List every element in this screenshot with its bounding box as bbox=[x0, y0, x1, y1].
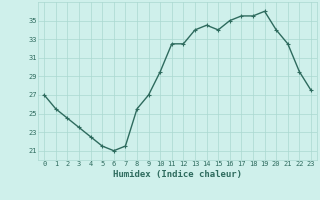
X-axis label: Humidex (Indice chaleur): Humidex (Indice chaleur) bbox=[113, 170, 242, 179]
